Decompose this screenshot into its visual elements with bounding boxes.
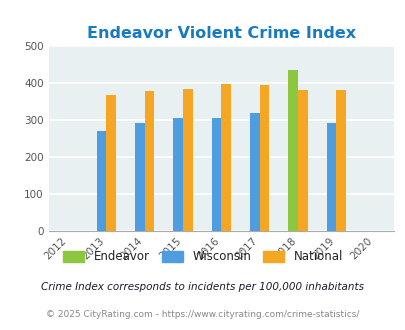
Bar [326,123,335,231]
Bar [106,95,115,231]
Legend: Endeavor, Wisconsin, National: Endeavor, Wisconsin, National [60,247,345,267]
Bar [96,131,106,231]
Bar [297,90,307,231]
Title: Endeavor Violent Crime Index: Endeavor Violent Crime Index [87,26,355,41]
Bar [211,117,221,231]
Bar [144,91,154,231]
Bar [249,114,259,231]
Bar [135,123,144,231]
Text: Crime Index corresponds to incidents per 100,000 inhabitants: Crime Index corresponds to incidents per… [41,282,364,292]
Bar [183,89,192,231]
Bar [221,84,230,231]
Bar [173,117,183,231]
Text: © 2025 CityRating.com - https://www.cityrating.com/crime-statistics/: © 2025 CityRating.com - https://www.city… [46,310,359,319]
Bar [288,70,297,231]
Bar [335,90,345,231]
Bar [259,85,269,231]
